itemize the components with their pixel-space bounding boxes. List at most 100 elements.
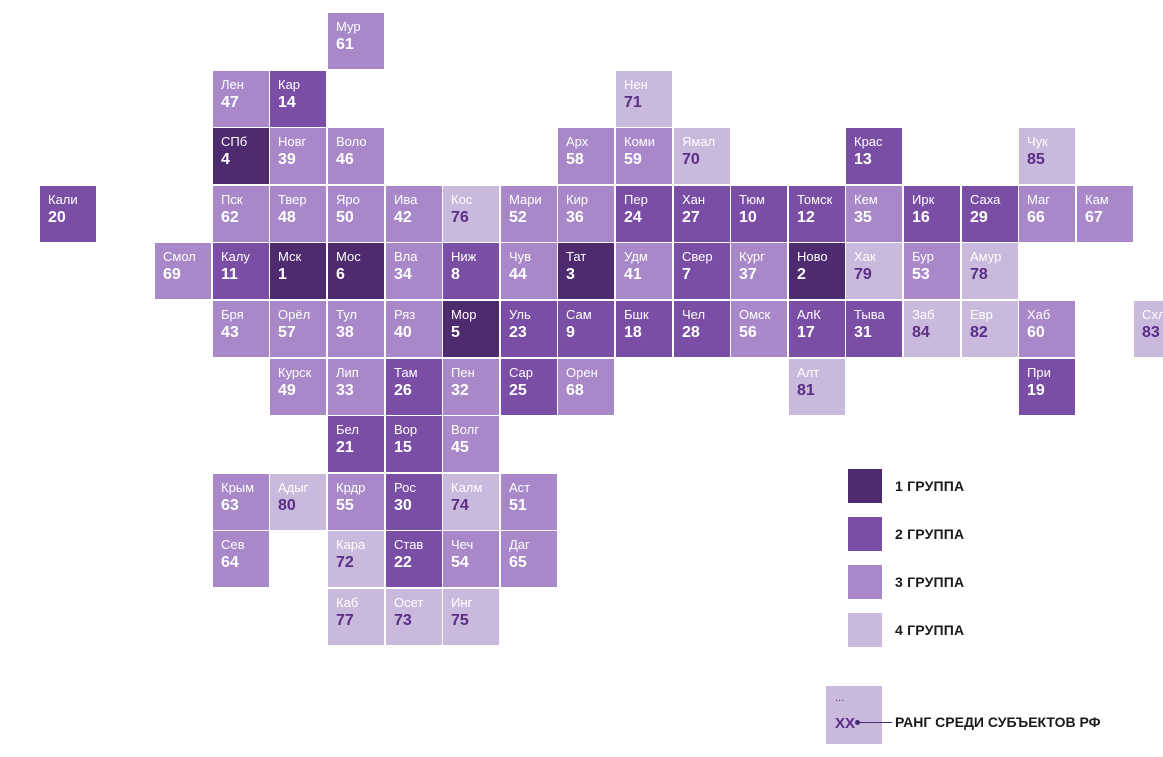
region-rank: 57	[278, 324, 296, 341]
region-tile: При 19	[1019, 359, 1075, 415]
region-abbr: Ива	[394, 192, 418, 207]
region-tile: Коми 59	[616, 128, 672, 184]
region-abbr: Коми	[624, 134, 656, 149]
region-abbr: Лип	[336, 365, 359, 380]
region-rank: 15	[394, 439, 412, 456]
region-abbr: Пен	[451, 365, 475, 380]
legend-swatch	[848, 613, 882, 647]
region-rank: 6	[336, 266, 345, 283]
region-rank: 72	[336, 554, 354, 571]
region-tile: Ново 2	[789, 243, 845, 299]
region-rank: 20	[48, 209, 66, 226]
region-tile: Бел 21	[328, 416, 384, 472]
region-tile: Бря 43	[213, 301, 269, 357]
region-abbr: Мор	[451, 307, 477, 322]
region-rank: 35	[854, 209, 872, 226]
region-tile: Смол 69	[155, 243, 211, 299]
region-abbr: Твер	[278, 192, 307, 207]
legend-label: 1 ГРУППА	[895, 478, 965, 494]
region-abbr: Орёл	[278, 307, 311, 322]
region-rank: 8	[451, 266, 460, 283]
region-abbr: Чел	[682, 307, 706, 322]
region-abbr: Яро	[336, 192, 360, 207]
rank-key-pointer-line	[858, 722, 892, 723]
region-tile: Хаб 60	[1019, 301, 1075, 357]
region-abbr: Чеч	[451, 537, 474, 552]
region-abbr: Пск	[221, 192, 243, 207]
region-tile: Кос 76	[443, 186, 499, 242]
region-tile: Пер 24	[616, 186, 672, 242]
legend-swatch	[848, 565, 882, 599]
region-rank: 50	[336, 209, 354, 226]
region-rank: 82	[970, 324, 988, 341]
region-abbr: Там	[394, 365, 418, 380]
region-tile: Мари 52	[501, 186, 557, 242]
rank-key-pointer-dot	[855, 720, 860, 725]
region-tile: Кем 35	[846, 186, 902, 242]
region-tile: Волг 45	[443, 416, 499, 472]
region-tile: Маг 66	[1019, 186, 1075, 242]
region-abbr: Ирк	[912, 192, 935, 207]
region-tile: Орёл 57	[270, 301, 326, 357]
region-tile: Омск 56	[731, 301, 787, 357]
region-rank: 1	[278, 266, 287, 283]
region-tile: Ямал 70	[674, 128, 730, 184]
region-abbr: Хак	[854, 249, 876, 264]
region-tile: Кург 37	[731, 243, 787, 299]
region-tile: Сар 25	[501, 359, 557, 415]
region-rank: 3	[566, 266, 575, 283]
region-rank: 16	[912, 209, 930, 226]
region-tile: Кар 14	[270, 71, 326, 127]
region-abbr: Крас	[854, 134, 883, 149]
region-tile: Чув 44	[501, 243, 557, 299]
region-abbr: Кар	[278, 77, 301, 92]
region-tile: Кали 20	[40, 186, 96, 242]
region-tile: Чеч 54	[443, 531, 499, 587]
region-tile: Аст 51	[501, 474, 557, 530]
region-tile: Хак 79	[846, 243, 902, 299]
region-abbr: Ряз	[394, 307, 416, 322]
region-rank: 47	[221, 94, 239, 111]
region-tile: Крас 13	[846, 128, 902, 184]
region-rank: 10	[739, 209, 757, 226]
region-tile: Ирк 16	[904, 186, 960, 242]
region-rank: 46	[336, 151, 354, 168]
region-abbr: Мур	[336, 19, 361, 34]
region-tile: Сев 64	[213, 531, 269, 587]
region-abbr: Калу	[221, 249, 250, 264]
region-rank: 58	[566, 151, 584, 168]
region-tile: Калм 74	[443, 474, 499, 530]
region-tile: Хан 27	[674, 186, 730, 242]
region-tile: АлК 17	[789, 301, 845, 357]
region-abbr: Аст	[509, 480, 531, 495]
region-tile: Мур 61	[328, 13, 384, 69]
region-tile: Тюм 10	[731, 186, 787, 242]
region-tile: Чук 85	[1019, 128, 1075, 184]
region-rank: 26	[394, 382, 412, 399]
region-rank: 81	[797, 382, 815, 399]
region-abbr: Нен	[624, 77, 648, 92]
region-rank: 13	[854, 151, 872, 168]
region-abbr: Амур	[970, 249, 1002, 264]
region-abbr: Бур	[912, 249, 934, 264]
region-tile: Чел 28	[674, 301, 730, 357]
region-rank: 51	[509, 497, 527, 514]
region-rank: 43	[221, 324, 239, 341]
region-abbr: Томск	[797, 192, 833, 207]
region-rank: 18	[624, 324, 642, 341]
region-abbr: Чук	[1027, 134, 1048, 149]
region-abbr: Волг	[451, 422, 479, 437]
region-rank: 71	[624, 94, 642, 111]
region-rank: 75	[451, 612, 469, 629]
region-abbr: Сев	[221, 537, 245, 552]
region-abbr: Тат	[566, 249, 587, 264]
region-abbr: Кара	[336, 537, 366, 552]
region-rank: 76	[451, 209, 469, 226]
region-tile: Ниж 8	[443, 243, 499, 299]
region-abbr: Хан	[682, 192, 706, 207]
region-abbr: Бря	[221, 307, 244, 322]
region-rank: 52	[509, 209, 527, 226]
region-tile: Крдр 55	[328, 474, 384, 530]
region-rank: 49	[278, 382, 296, 399]
region-tile: СПб 4	[213, 128, 269, 184]
